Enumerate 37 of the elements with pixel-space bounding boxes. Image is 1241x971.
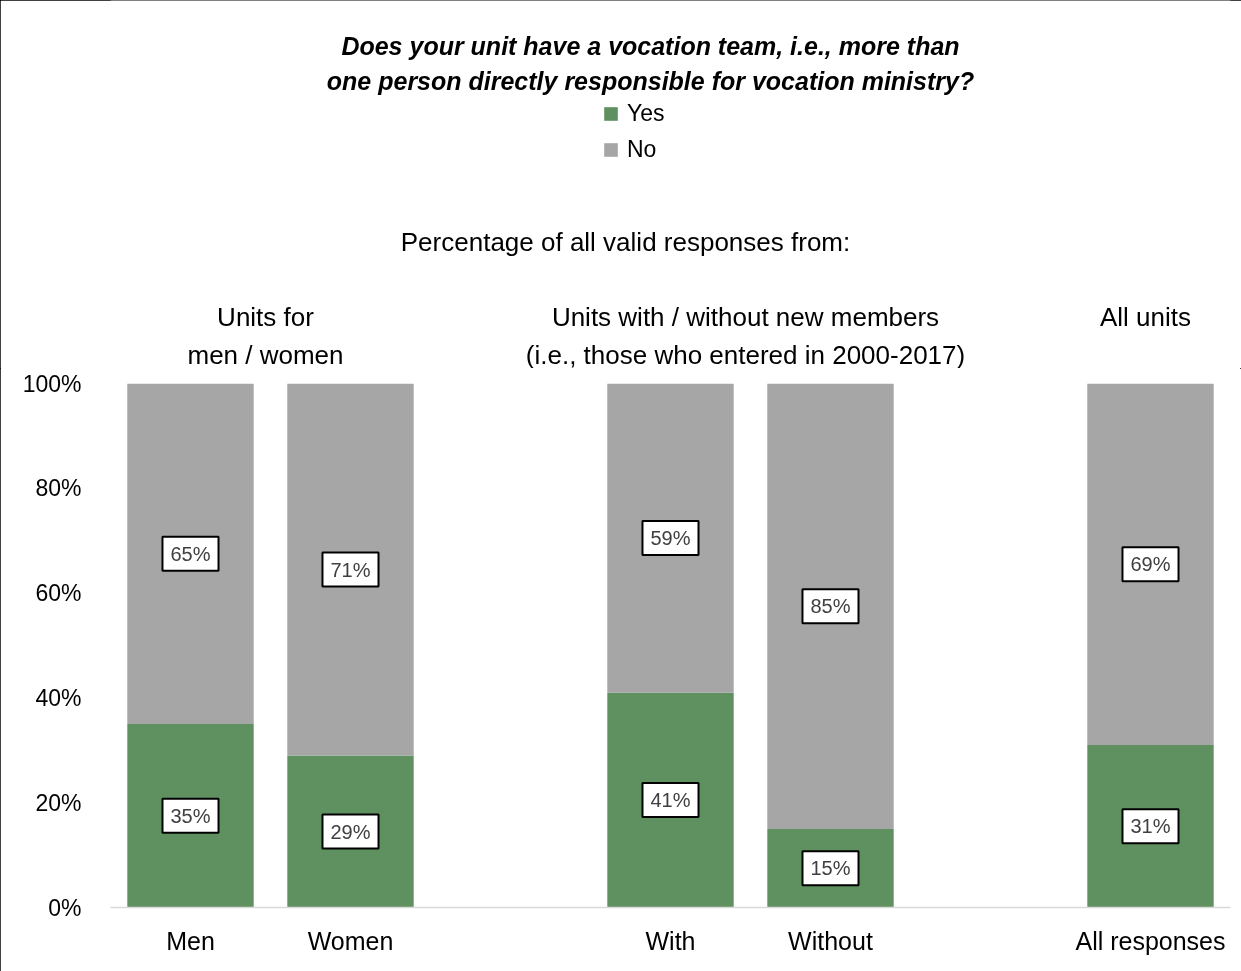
x-tick-label: Without [788, 926, 873, 955]
data-label: 59% [650, 527, 691, 550]
data-label: 65% [170, 542, 211, 565]
data-label: 41% [650, 789, 691, 812]
bar [767, 383, 894, 829]
legend-label: No [627, 136, 657, 163]
bar [1087, 745, 1214, 908]
bar [1087, 383, 1214, 746]
data-label: 35% [170, 804, 211, 827]
text: Units with / without new members (i.e., those who entered in 2000-2017) [525, 301, 966, 370]
data-label: 29% [330, 820, 371, 843]
y-tick-label: 0% [48, 894, 82, 921]
data-label: 31% [1130, 815, 1171, 838]
x-tick-label: Men [166, 926, 215, 955]
chart-subtitle: Percentage of all valid responses from: [400, 226, 851, 257]
bar [607, 383, 734, 693]
bar [127, 724, 254, 908]
text: Units for men / women [187, 301, 344, 370]
data-label: 85% [810, 595, 851, 618]
y-tick-label: 40% [35, 684, 82, 711]
data-label: 71% [330, 558, 371, 581]
bar [287, 383, 414, 756]
x-tick-label: All responses [1075, 926, 1226, 955]
x-tick-label: With [645, 926, 696, 955]
bar [607, 692, 734, 908]
y-tick-label: 80% [35, 475, 82, 502]
chart-title: Does your unit have a vocation team, i.e., more than one person directly responsible for vocation ministry? [326, 31, 975, 95]
bar [127, 383, 254, 725]
data-label: 15% [810, 857, 851, 880]
legend-label: Yes [627, 100, 665, 127]
bar [287, 755, 414, 908]
y-tick-label: 20% [35, 789, 82, 816]
y-tick-label: 100% [22, 370, 82, 397]
data-label: 69% [1130, 553, 1171, 576]
x-tick-label: Women [307, 926, 394, 955]
y-tick-label: 60% [35, 580, 82, 607]
text: All units [1099, 301, 1192, 332]
